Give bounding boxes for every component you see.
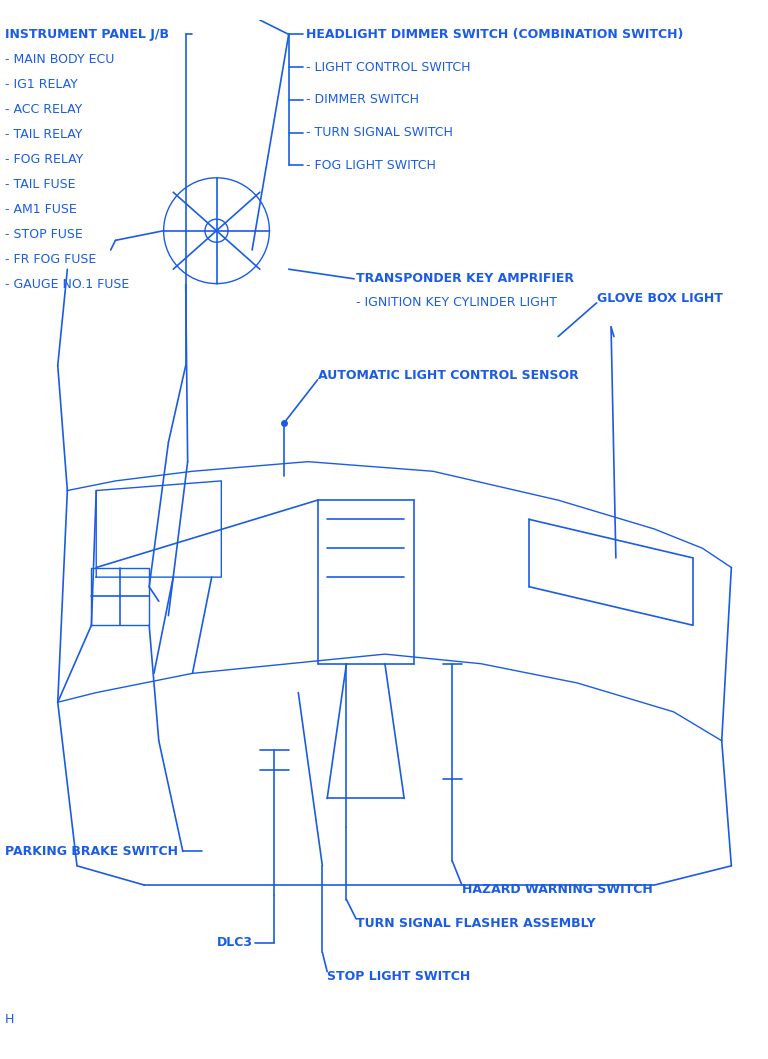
Text: - FR FOG FUSE: - FR FOG FUSE (5, 253, 96, 266)
Text: AUTOMATIC LIGHT CONTROL SENSOR: AUTOMATIC LIGHT CONTROL SENSOR (317, 369, 578, 381)
Text: PARKING BRAKE SWITCH: PARKING BRAKE SWITCH (5, 845, 178, 858)
Text: GLOVE BOX LIGHT: GLOVE BOX LIGHT (597, 291, 723, 305)
Text: - IGNITION KEY CYLINDER LIGHT: - IGNITION KEY CYLINDER LIGHT (356, 297, 557, 309)
Text: HEADLIGHT DIMMER SWITCH (COMBINATION SWITCH): HEADLIGHT DIMMER SWITCH (COMBINATION SWI… (306, 28, 684, 41)
Text: - ACC RELAY: - ACC RELAY (5, 103, 82, 115)
Text: - DIMMER SWITCH: - DIMMER SWITCH (306, 93, 419, 106)
Text: - GAUGE NO.1 FUSE: - GAUGE NO.1 FUSE (5, 279, 129, 291)
Text: - STOP FUSE: - STOP FUSE (5, 228, 83, 241)
Text: H: H (5, 1013, 14, 1026)
Text: - TAIL FUSE: - TAIL FUSE (5, 178, 75, 191)
Text: - TAIL RELAY: - TAIL RELAY (5, 128, 82, 141)
Text: - TURN SIGNAL SWITCH: - TURN SIGNAL SWITCH (306, 126, 453, 139)
Text: HAZARD WARNING SWITCH: HAZARD WARNING SWITCH (462, 883, 653, 896)
Text: TURN SIGNAL FLASHER ASSEMBLY: TURN SIGNAL FLASHER ASSEMBLY (356, 917, 596, 930)
Text: - FOG LIGHT SWITCH: - FOG LIGHT SWITCH (306, 159, 436, 172)
Text: INSTRUMENT PANEL J/B: INSTRUMENT PANEL J/B (5, 28, 169, 41)
Text: - AM1 FUSE: - AM1 FUSE (5, 203, 77, 216)
Text: DLC3: DLC3 (217, 936, 253, 949)
Text: TRANSPONDER KEY AMPRIFIER: TRANSPONDER KEY AMPRIFIER (356, 272, 574, 285)
Text: - MAIN BODY ECU: - MAIN BODY ECU (5, 53, 114, 66)
Text: - LIGHT CONTROL SWITCH: - LIGHT CONTROL SWITCH (306, 60, 471, 74)
Text: - FOG RELAY: - FOG RELAY (5, 152, 83, 166)
Text: - IG1 RELAY: - IG1 RELAY (5, 78, 78, 91)
Text: STOP LIGHT SWITCH: STOP LIGHT SWITCH (327, 970, 471, 983)
